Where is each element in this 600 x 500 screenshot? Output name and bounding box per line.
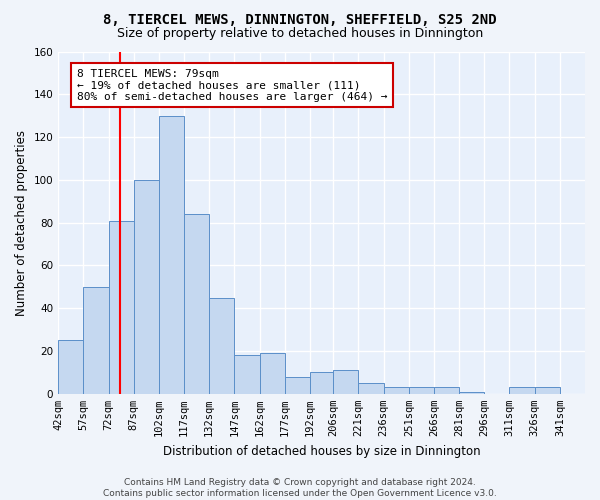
Bar [260, 353, 284, 394]
Bar [509, 388, 535, 394]
Text: Contains HM Land Registry data © Crown copyright and database right 2024.
Contai: Contains HM Land Registry data © Crown c… [103, 478, 497, 498]
Bar [434, 388, 459, 394]
Bar [184, 214, 209, 394]
Bar [409, 388, 434, 394]
Bar [358, 383, 383, 394]
Bar [310, 372, 334, 394]
Bar [134, 180, 159, 394]
Y-axis label: Number of detached properties: Number of detached properties [15, 130, 28, 316]
Bar [159, 116, 184, 394]
Bar [459, 392, 484, 394]
Text: 8, TIERCEL MEWS, DINNINGTON, SHEFFIELD, S25 2ND: 8, TIERCEL MEWS, DINNINGTON, SHEFFIELD, … [103, 12, 497, 26]
Text: 8 TIERCEL MEWS: 79sqm
← 19% of detached houses are smaller (111)
80% of semi-det: 8 TIERCEL MEWS: 79sqm ← 19% of detached … [77, 68, 387, 102]
Bar [235, 356, 260, 394]
Bar [83, 287, 109, 394]
Bar [209, 298, 235, 394]
Bar [334, 370, 358, 394]
Bar [58, 340, 83, 394]
Bar [284, 376, 310, 394]
X-axis label: Distribution of detached houses by size in Dinnington: Distribution of detached houses by size … [163, 444, 481, 458]
Bar [535, 388, 560, 394]
Bar [109, 220, 134, 394]
Bar [383, 388, 409, 394]
Text: Size of property relative to detached houses in Dinnington: Size of property relative to detached ho… [117, 28, 483, 40]
